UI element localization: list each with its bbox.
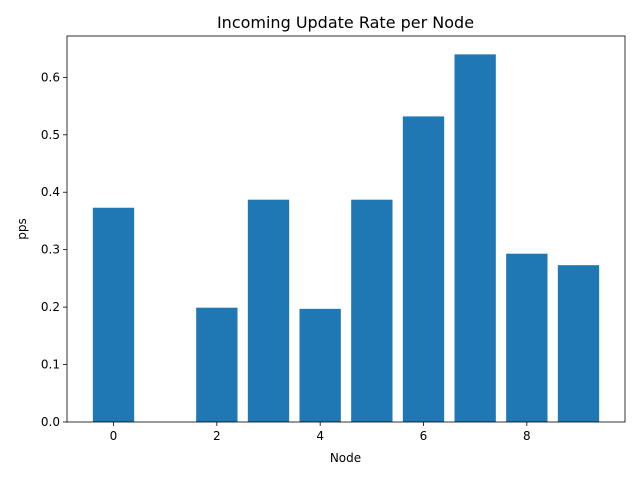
bar-node-6 [402,116,445,423]
bar-node-2 [196,307,238,422]
y-tick-label: 0.5 [41,128,60,142]
bar-node-8 [506,253,548,422]
x-tick-label: 6 [420,429,428,443]
y-tick-label: 0.4 [41,185,60,199]
y-tick-label: 0.3 [41,243,60,257]
y-axis-label: pps [15,218,29,240]
bar-node-3 [247,199,290,422]
x-tick-label: 0 [110,429,118,443]
chart-title: Incoming Update Rate per Node [217,13,474,32]
x-tick-label: 4 [316,429,324,443]
x-tick-label: 2 [213,429,221,443]
x-axis-label: Node [330,451,361,465]
bar-node-5 [351,199,393,422]
x-axis-ticks: 0 2 4 6 8 [110,422,531,443]
y-tick-label: 0.1 [41,358,60,372]
y-tick-label: 0.2 [41,300,60,314]
bar-node-9 [557,265,600,422]
y-tick-label: 0.6 [41,70,60,84]
bar-node-4 [299,308,341,422]
bar-node-0 [92,207,135,422]
y-tick-label: 0.0 [41,415,60,429]
x-tick-label: 8 [523,429,531,443]
plot-frame [66,35,626,423]
bars-group [92,54,600,423]
y-axis-ticks: 0.0 0.1 0.2 0.3 0.4 0.5 0.6 [41,70,67,429]
bar-node-7 [454,54,496,422]
